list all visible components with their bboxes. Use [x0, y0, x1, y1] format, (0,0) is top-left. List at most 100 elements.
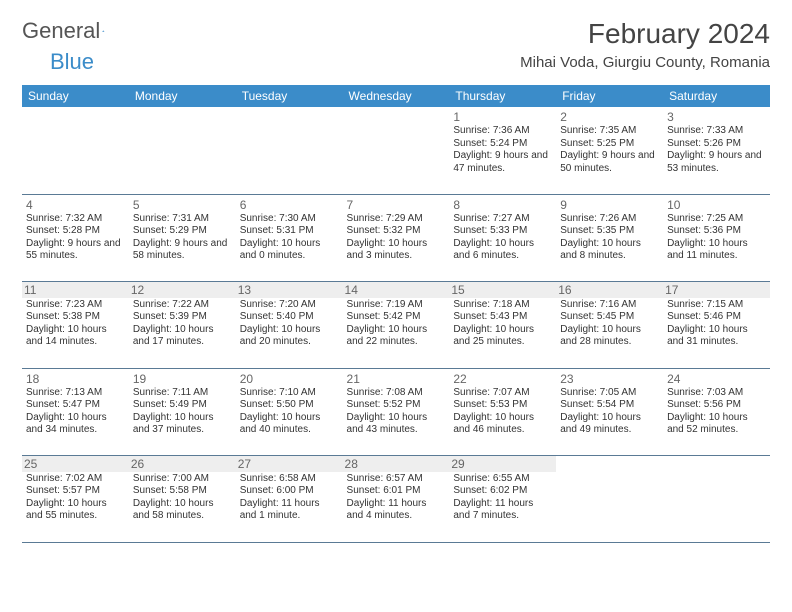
month-title: February 2024 — [520, 18, 770, 50]
day-number: 19 — [133, 372, 232, 386]
day-cell: 6Sunrise: 7:30 AMSunset: 5:31 PMDaylight… — [236, 194, 343, 281]
day-cell: 12Sunrise: 7:22 AMSunset: 5:39 PMDayligh… — [129, 281, 236, 368]
day-info: Sunrise: 7:18 AMSunset: 5:43 PMDaylight:… — [453, 299, 552, 349]
day-number: 25 — [22, 456, 129, 472]
calendar-table: SundayMondayTuesdayWednesdayThursdayFrid… — [22, 85, 770, 543]
brand-logo: General — [22, 18, 122, 44]
empty-cell — [663, 455, 770, 542]
day-number: 3 — [667, 110, 766, 124]
day-cell: 1Sunrise: 7:36 AMSunset: 5:24 PMDaylight… — [449, 107, 556, 194]
day-info: Sunrise: 7:19 AMSunset: 5:42 PMDaylight:… — [347, 299, 446, 349]
day-info: Sunrise: 7:10 AMSunset: 5:50 PMDaylight:… — [240, 387, 339, 437]
day-cell: 21Sunrise: 7:08 AMSunset: 5:52 PMDayligh… — [343, 368, 450, 455]
day-cell: 2Sunrise: 7:35 AMSunset: 5:25 PMDaylight… — [556, 107, 663, 194]
day-cell: 28Sunrise: 6:57 AMSunset: 6:01 PMDayligh… — [343, 455, 450, 542]
day-cell: 22Sunrise: 7:07 AMSunset: 5:53 PMDayligh… — [449, 368, 556, 455]
brand-name-2: Blue — [50, 49, 94, 75]
calendar-row: 18Sunrise: 7:13 AMSunset: 5:47 PMDayligh… — [22, 368, 770, 455]
empty-cell — [129, 107, 236, 194]
day-number: 9 — [560, 198, 659, 212]
day-info: Sunrise: 7:08 AMSunset: 5:52 PMDaylight:… — [347, 387, 446, 437]
day-number: 13 — [236, 282, 343, 298]
weekday-header-row: SundayMondayTuesdayWednesdayThursdayFrid… — [22, 85, 770, 107]
day-info: Sunrise: 7:02 AMSunset: 5:57 PMDaylight:… — [26, 473, 125, 523]
day-info: Sunrise: 7:27 AMSunset: 5:33 PMDaylight:… — [453, 213, 552, 263]
day-info: Sunrise: 7:22 AMSunset: 5:39 PMDaylight:… — [133, 299, 232, 349]
day-info: Sunrise: 7:05 AMSunset: 5:54 PMDaylight:… — [560, 387, 659, 437]
weekday-header: Sunday — [22, 85, 129, 107]
day-cell: 10Sunrise: 7:25 AMSunset: 5:36 PMDayligh… — [663, 194, 770, 281]
day-info: Sunrise: 7:20 AMSunset: 5:40 PMDaylight:… — [240, 299, 339, 349]
title-block: February 2024 Mihai Voda, Giurgiu County… — [520, 18, 770, 71]
calendar-row: 4Sunrise: 7:32 AMSunset: 5:28 PMDaylight… — [22, 194, 770, 281]
day-number: 15 — [449, 282, 556, 298]
weekday-header: Monday — [129, 85, 236, 107]
weekday-header: Friday — [556, 85, 663, 107]
day-number: 5 — [133, 198, 232, 212]
day-cell: 23Sunrise: 7:05 AMSunset: 5:54 PMDayligh… — [556, 368, 663, 455]
day-info: Sunrise: 6:58 AMSunset: 6:00 PMDaylight:… — [240, 473, 339, 523]
day-info: Sunrise: 7:25 AMSunset: 5:36 PMDaylight:… — [667, 213, 766, 263]
day-cell: 3Sunrise: 7:33 AMSunset: 5:26 PMDaylight… — [663, 107, 770, 194]
day-cell: 13Sunrise: 7:20 AMSunset: 5:40 PMDayligh… — [236, 281, 343, 368]
day-cell: 26Sunrise: 7:00 AMSunset: 5:58 PMDayligh… — [129, 455, 236, 542]
brand-name-1: General — [22, 18, 100, 44]
sail-icon — [102, 24, 105, 38]
location: Mihai Voda, Giurgiu County, Romania — [520, 54, 770, 71]
day-cell: 19Sunrise: 7:11 AMSunset: 5:49 PMDayligh… — [129, 368, 236, 455]
day-info: Sunrise: 7:07 AMSunset: 5:53 PMDaylight:… — [453, 387, 552, 437]
day-info: Sunrise: 7:13 AMSunset: 5:47 PMDaylight:… — [26, 387, 125, 437]
day-number: 28 — [343, 456, 450, 472]
day-number: 8 — [453, 198, 552, 212]
day-cell: 16Sunrise: 7:16 AMSunset: 5:45 PMDayligh… — [556, 281, 663, 368]
calendar-body: 1Sunrise: 7:36 AMSunset: 5:24 PMDaylight… — [22, 107, 770, 542]
day-cell: 27Sunrise: 6:58 AMSunset: 6:00 PMDayligh… — [236, 455, 343, 542]
empty-cell — [22, 107, 129, 194]
empty-cell — [236, 107, 343, 194]
day-number: 4 — [26, 198, 125, 212]
day-number: 14 — [343, 282, 450, 298]
day-cell: 4Sunrise: 7:32 AMSunset: 5:28 PMDaylight… — [22, 194, 129, 281]
day-number: 27 — [236, 456, 343, 472]
day-number: 18 — [26, 372, 125, 386]
day-cell: 8Sunrise: 7:27 AMSunset: 5:33 PMDaylight… — [449, 194, 556, 281]
day-info: Sunrise: 7:16 AMSunset: 5:45 PMDaylight:… — [560, 299, 659, 349]
day-info: Sunrise: 7:33 AMSunset: 5:26 PMDaylight:… — [667, 125, 766, 175]
day-number: 16 — [556, 282, 663, 298]
day-number: 11 — [22, 282, 129, 298]
calendar-row: 11Sunrise: 7:23 AMSunset: 5:38 PMDayligh… — [22, 281, 770, 368]
weekday-header: Thursday — [449, 85, 556, 107]
day-number: 24 — [667, 372, 766, 386]
day-cell: 5Sunrise: 7:31 AMSunset: 5:29 PMDaylight… — [129, 194, 236, 281]
day-number: 26 — [129, 456, 236, 472]
day-number: 17 — [663, 282, 770, 298]
day-cell: 15Sunrise: 7:18 AMSunset: 5:43 PMDayligh… — [449, 281, 556, 368]
day-cell: 20Sunrise: 7:10 AMSunset: 5:50 PMDayligh… — [236, 368, 343, 455]
day-info: Sunrise: 7:26 AMSunset: 5:35 PMDaylight:… — [560, 213, 659, 263]
day-info: Sunrise: 7:11 AMSunset: 5:49 PMDaylight:… — [133, 387, 232, 437]
day-cell: 9Sunrise: 7:26 AMSunset: 5:35 PMDaylight… — [556, 194, 663, 281]
day-number: 6 — [240, 198, 339, 212]
day-number: 2 — [560, 110, 659, 124]
day-cell: 14Sunrise: 7:19 AMSunset: 5:42 PMDayligh… — [343, 281, 450, 368]
day-info: Sunrise: 6:55 AMSunset: 6:02 PMDaylight:… — [453, 473, 552, 523]
day-number: 20 — [240, 372, 339, 386]
empty-cell — [556, 455, 663, 542]
empty-cell — [343, 107, 450, 194]
day-number: 12 — [129, 282, 236, 298]
day-info: Sunrise: 7:32 AMSunset: 5:28 PMDaylight:… — [26, 213, 125, 263]
day-cell: 24Sunrise: 7:03 AMSunset: 5:56 PMDayligh… — [663, 368, 770, 455]
calendar-row: 25Sunrise: 7:02 AMSunset: 5:57 PMDayligh… — [22, 455, 770, 542]
day-info: Sunrise: 7:03 AMSunset: 5:56 PMDaylight:… — [667, 387, 766, 437]
day-number: 7 — [347, 198, 446, 212]
day-number: 1 — [453, 110, 552, 124]
day-cell: 7Sunrise: 7:29 AMSunset: 5:32 PMDaylight… — [343, 194, 450, 281]
day-info: Sunrise: 7:36 AMSunset: 5:24 PMDaylight:… — [453, 125, 552, 175]
day-cell: 17Sunrise: 7:15 AMSunset: 5:46 PMDayligh… — [663, 281, 770, 368]
day-number: 22 — [453, 372, 552, 386]
day-info: Sunrise: 6:57 AMSunset: 6:01 PMDaylight:… — [347, 473, 446, 523]
day-info: Sunrise: 7:23 AMSunset: 5:38 PMDaylight:… — [26, 299, 125, 349]
day-number: 23 — [560, 372, 659, 386]
day-cell: 25Sunrise: 7:02 AMSunset: 5:57 PMDayligh… — [22, 455, 129, 542]
day-number: 21 — [347, 372, 446, 386]
